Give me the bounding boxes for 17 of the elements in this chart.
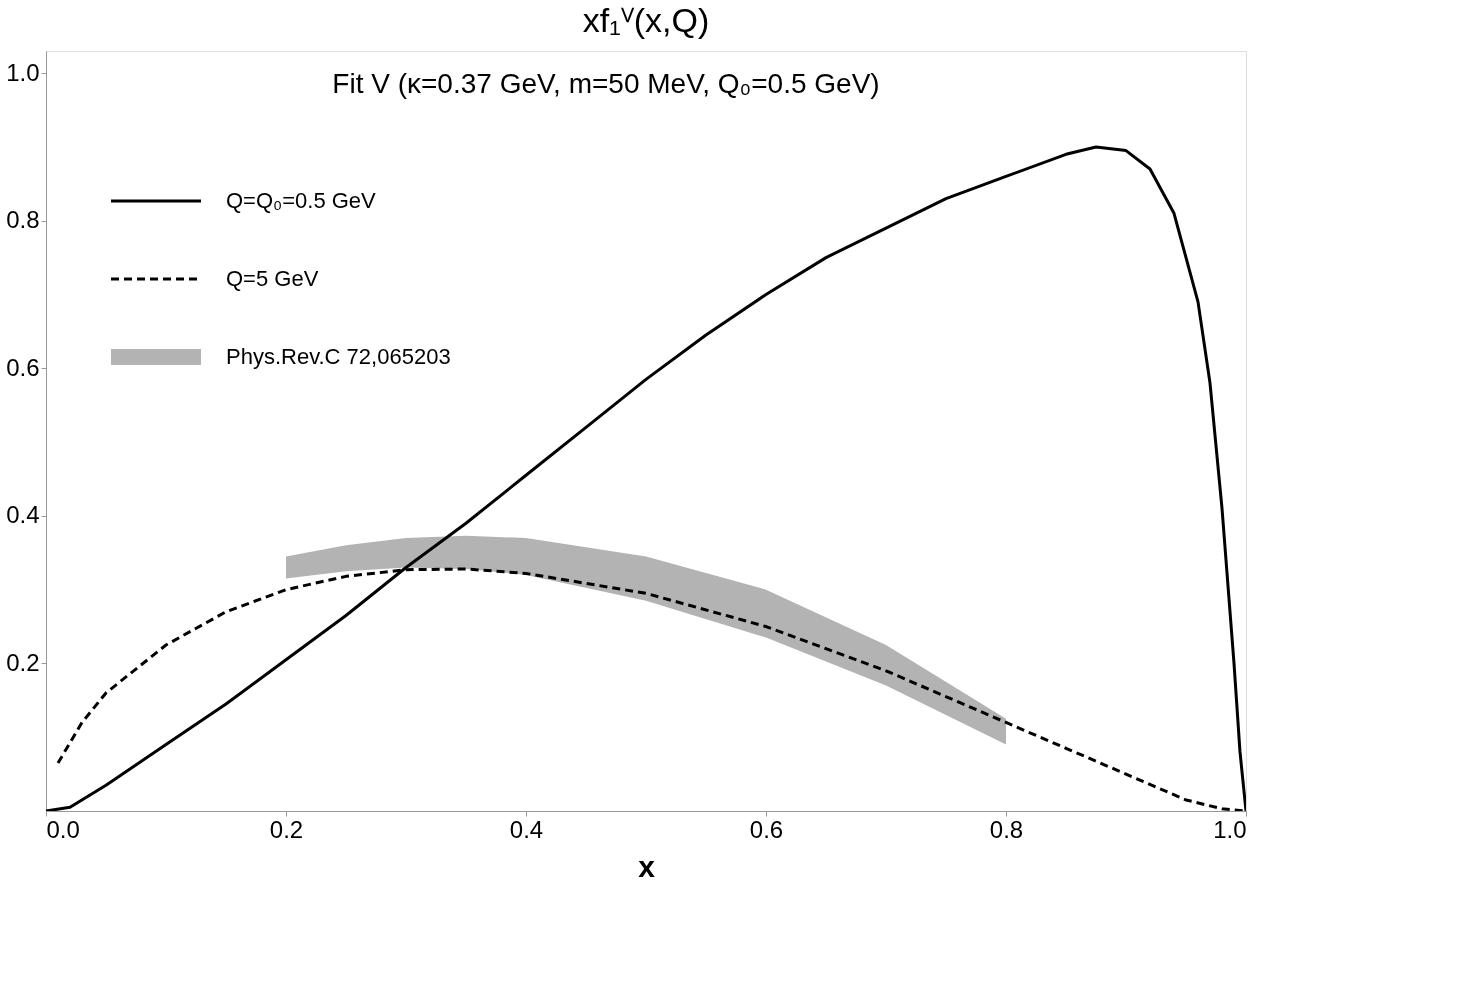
x-axis-title: x	[638, 849, 656, 883]
y-tick-label: 0.6	[6, 353, 40, 381]
x-tick-label: 0.2	[269, 815, 304, 843]
x-tick-label: 0.8	[989, 815, 1024, 843]
x-tick-label: 0.0	[46, 815, 80, 843]
annotation: Fit V (κ=0.37 GeV, m=50 MeV, Q₀=0.5 GeV)	[332, 68, 880, 99]
y-tick-label: 1.0	[6, 58, 40, 86]
chart-title: xf₁ⱽ(x,Q)	[582, 1, 710, 39]
y-tick-label: 0.4	[6, 501, 40, 529]
x-tick-label: 0.6	[749, 815, 784, 843]
x-tick-label: 1.0	[1213, 815, 1247, 843]
x-tick-label: 0.4	[509, 815, 544, 843]
y-tick-label: 0.8	[6, 206, 40, 234]
legend-label: Q=Q₀=0.5 GeV	[226, 188, 377, 213]
legend-label: Phys.Rev.C 72,065203	[226, 344, 451, 369]
y-tick-label: 0.2	[6, 648, 40, 676]
legend-label: Q=5 GeV	[226, 266, 319, 291]
